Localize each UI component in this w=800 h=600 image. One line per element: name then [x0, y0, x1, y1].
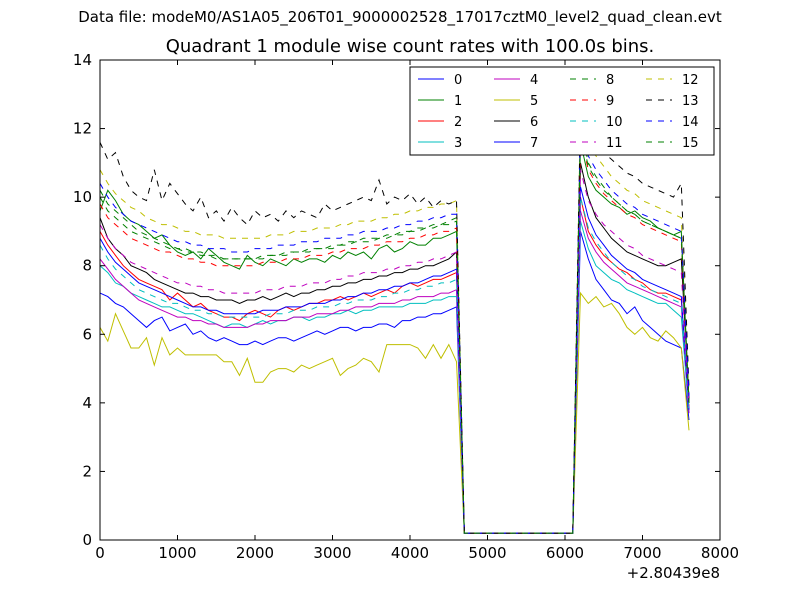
legend-label-12: 12 [682, 73, 699, 88]
chart-title: Quadrant 1 module wise count rates with … [165, 36, 655, 57]
series-line-0 [99, 231, 690, 534]
legend-label-5: 5 [530, 94, 538, 109]
x-tick-label: 0 [95, 544, 105, 562]
legend-label-9: 9 [606, 94, 614, 109]
legend-label-14: 14 [682, 115, 699, 130]
x-tick-label: 5000 [468, 544, 506, 562]
series-line-14 [99, 121, 690, 534]
series-line-4 [99, 210, 690, 534]
series-line-8 [99, 124, 690, 534]
legend-label-11: 11 [606, 136, 623, 151]
series-line-11 [99, 169, 690, 534]
x-offset-label: +2.80439e8 [627, 564, 720, 582]
axis-ticks: 0 1000 2000 3000 4000 5000 6000 7000 80000246810… [73, 51, 739, 562]
series-line-6 [99, 162, 690, 534]
legend-label-13: 13 [682, 94, 699, 109]
legend-label-8: 8 [606, 73, 614, 88]
series-line-13 [99, 107, 690, 534]
legend-label-10: 10 [606, 115, 623, 130]
series-line-3 [99, 220, 690, 534]
legend-label-4: 4 [530, 73, 538, 88]
series-line-15 [99, 131, 690, 534]
x-tick-label: 3000 [313, 544, 351, 562]
series-layer [99, 107, 690, 534]
legend-label-0: 0 [454, 73, 462, 88]
x-tick-label: 8000 [701, 544, 739, 562]
y-tick-label: 12 [73, 120, 92, 138]
series-line-12 [99, 111, 690, 534]
legend-label-2: 2 [454, 115, 462, 130]
y-tick-label: 10 [73, 188, 92, 206]
legend-box [409, 66, 715, 156]
legend-label-6: 6 [530, 115, 538, 130]
series-line-1 [99, 142, 690, 534]
x-tick-label: 6000 [546, 544, 584, 562]
y-tick-label: 6 [82, 325, 92, 343]
y-tick-label: 14 [73, 51, 92, 69]
legend-label-15: 15 [682, 136, 699, 151]
series-line-5 [99, 291, 690, 534]
series-line-9 [99, 135, 690, 534]
legend-label-3: 3 [454, 136, 462, 151]
y-tick-label: 0 [82, 531, 92, 549]
x-tick-label: 2000 [236, 544, 274, 562]
y-tick-label: 2 [82, 462, 92, 480]
x-tick-label: 4000 [391, 544, 429, 562]
legend-label-1: 1 [454, 94, 462, 109]
x-tick-label: 7000 [623, 544, 661, 562]
y-tick-label: 4 [82, 394, 92, 412]
x-tick-label: 1000 [158, 544, 196, 562]
figure-suptitle: Data file: modeM0/AS1A05_206T01_90000025… [78, 8, 722, 26]
legend-label-7: 7 [530, 136, 538, 151]
series-line-10 [99, 196, 690, 534]
y-tick-label: 8 [82, 257, 92, 275]
series-line-7 [99, 186, 690, 534]
